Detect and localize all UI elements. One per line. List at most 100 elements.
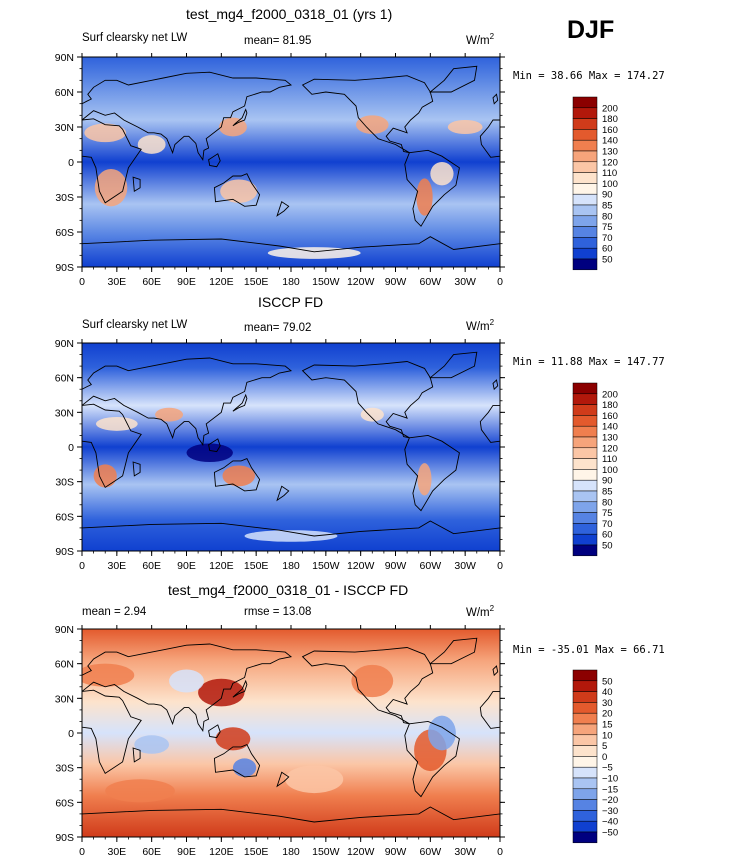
panel-2-plot: 0 30E 60E 90E 120E 150E 180 150W 120W 90W 60W 30W 09…: [55, 338, 618, 572]
panel-2-colorbar-label: 50: [602, 541, 613, 552]
panel-3-coastline-eurasia: [82, 643, 293, 732]
panel-3-title: test_mg4_f2000_0318_01 - ISCCP FD: [168, 582, 409, 598]
panel-1-map-layer: [82, 65, 500, 267]
panel-1-x-tick-label: 30W: [454, 276, 476, 288]
panel-1-coastline-madagascar: [132, 176, 141, 192]
panel-3-colorbar-label: −15: [602, 784, 618, 795]
panel-1-colorbar-swatch: [572, 161, 598, 173]
panel-2-colorbar-swatch: [572, 501, 598, 513]
panel-3-y-tick-label: 90S: [55, 832, 74, 844]
panel-3-colorbar-swatch: [572, 777, 598, 790]
panel-2-mean-label: mean= 79.02: [244, 322, 312, 334]
panel-3-x-tick-label: 0: [497, 846, 503, 858]
panel-3-colorbar-swatch: [572, 810, 598, 822]
panel-2-y-tick-label: 30N: [55, 407, 74, 419]
panel-3-field-region: [215, 727, 251, 751]
panel-3-coastline-borneo: [208, 724, 221, 739]
panel-3-colorbar-label: −20: [602, 795, 618, 806]
panel-2-x-tick-label: 150E: [244, 560, 269, 572]
panel-2-coastline-madagascar: [132, 461, 141, 477]
panel-3-x-tick-label: 30W: [454, 846, 476, 858]
panel-2-coastline-australia: [213, 458, 261, 492]
panel-2-colorbar-label: 60: [602, 530, 613, 541]
panel-2-field-region: [360, 407, 384, 422]
panel-1-x-tick-label: 90E: [177, 276, 196, 288]
panel-1-field-region: [356, 115, 389, 134]
panel-1-x-tick-label: 120E: [209, 276, 234, 288]
panel-3-units: W/m2: [466, 604, 495, 619]
panel-3-colorbar-label: 0: [602, 752, 607, 763]
panel-3-x-tick-label: 180: [282, 846, 300, 858]
panel-2-y-tick-label: 0: [68, 442, 74, 454]
panel-1-colorbar-swatch: [572, 215, 598, 227]
panel-2-x-tick-label: 30W: [454, 560, 476, 572]
panel-2-units: W/m2: [466, 318, 495, 333]
panel-1-colorbar-swatch: [572, 183, 598, 195]
panel-2-minmax: Min = 11.88 Max = 147.77: [513, 356, 665, 368]
panel-2-coastline-africa: [82, 403, 142, 489]
panel-3-colorbar-label: −10: [602, 774, 618, 785]
panel-3-colorbar-swatch: [572, 820, 598, 833]
panel-1-colorbar-swatch: [572, 107, 598, 119]
panel-2-y-tick-label: 30S: [55, 477, 74, 489]
panel-3-field-region: [232, 758, 257, 777]
panel-1-colorbar-label: 80: [602, 211, 613, 222]
panel-2-x-tick-label: 180: [282, 560, 300, 572]
panel-2-field-region: [93, 464, 117, 488]
panel-1-y-tick-label: 60S: [55, 227, 74, 239]
panel-2-colorbar-swatch: [572, 425, 598, 438]
panel-1-colorbar-label: 60: [602, 244, 613, 255]
panel-1-field-region: [84, 123, 127, 143]
panel-3-colorbar-label: −50: [602, 828, 618, 839]
panel-2-field-region: [244, 530, 338, 542]
panel-2-colorbar-swatch: [572, 404, 598, 416]
panel-3-x-tick-label: 60W: [420, 846, 442, 858]
panel-1-coastline-africa: [82, 118, 142, 204]
panel-2-colorbar-label: 140: [602, 422, 618, 433]
panel-3-colorbar-swatch: [572, 756, 598, 768]
panel-3-coastline-australia: [213, 744, 261, 778]
panel-1-colorbar-label: 120: [602, 157, 618, 168]
panel-2-colorbar-label: 180: [602, 400, 618, 411]
panel-2-x-tick-label: 60E: [142, 560, 161, 572]
panel-1-units: W/m2: [466, 32, 495, 47]
panel-3-x-tick-label: 90E: [177, 846, 196, 858]
panel-1-coastline-new-zealand: [276, 201, 290, 217]
panel-1-title: test_mg4_f2000_0318_01 (yrs 1): [186, 6, 393, 22]
panel-3-y-tick-label: 60N: [55, 659, 74, 671]
panel-3-y-tick-label: 60S: [55, 797, 74, 809]
panel-1-coastline-south-america: [404, 149, 460, 227]
panel-2-field-region: [155, 407, 184, 422]
panel-1-coastline-west-africa-edge: [479, 119, 500, 158]
panel-1-colorbar-label: 180: [602, 114, 618, 125]
panel-2-colorbar-swatch: [572, 447, 598, 459]
panel-3-colorbar-swatch: [572, 799, 598, 811]
panel-2-colorbar-label: 80: [602, 497, 613, 508]
panel-2-coastline-south-america: [404, 434, 460, 512]
panel-2-colorbar-label: 160: [602, 411, 618, 422]
panel-2-x-tick-label: 0: [497, 560, 503, 572]
panel-3-colorbar-swatch: [572, 691, 598, 703]
panel-2-map-layer: [82, 351, 500, 551]
panel-1-colorbar-swatch: [572, 172, 598, 184]
panel-2-colorbar-swatch: [572, 436, 598, 449]
panel-1-field: [82, 57, 500, 267]
panel-1-plot: 0 30E 60E 90E 120E 150E 180 150W 120W 90W 60W 30W 09…: [55, 52, 618, 288]
panel-2-colorbar-swatch: [572, 393, 598, 405]
panel-2-y-tick-label: 60S: [55, 511, 74, 523]
panel-3-y-tick-label: 30S: [55, 763, 74, 775]
panel-2-x-tick-label: 90E: [177, 560, 196, 572]
panel-2-colorbar-label: 120: [602, 443, 618, 454]
panel-3-mean-label: mean = 2.94: [82, 606, 147, 618]
panel-1-x-tick-label: 0: [497, 276, 503, 288]
panel-2-colorbar-swatch: [572, 490, 598, 503]
panel-3-y-tick-label: 90N: [55, 624, 74, 636]
panel-3-x-tick-label: 150E: [244, 846, 269, 858]
panel-3-colorbar-swatch: [572, 745, 598, 757]
panel-2-colorbar-swatch: [572, 512, 598, 524]
panel-1-colorbar-label: 160: [602, 125, 618, 136]
panel-2-coastline-japan: [232, 393, 248, 412]
panel-1-field-region: [416, 178, 433, 216]
